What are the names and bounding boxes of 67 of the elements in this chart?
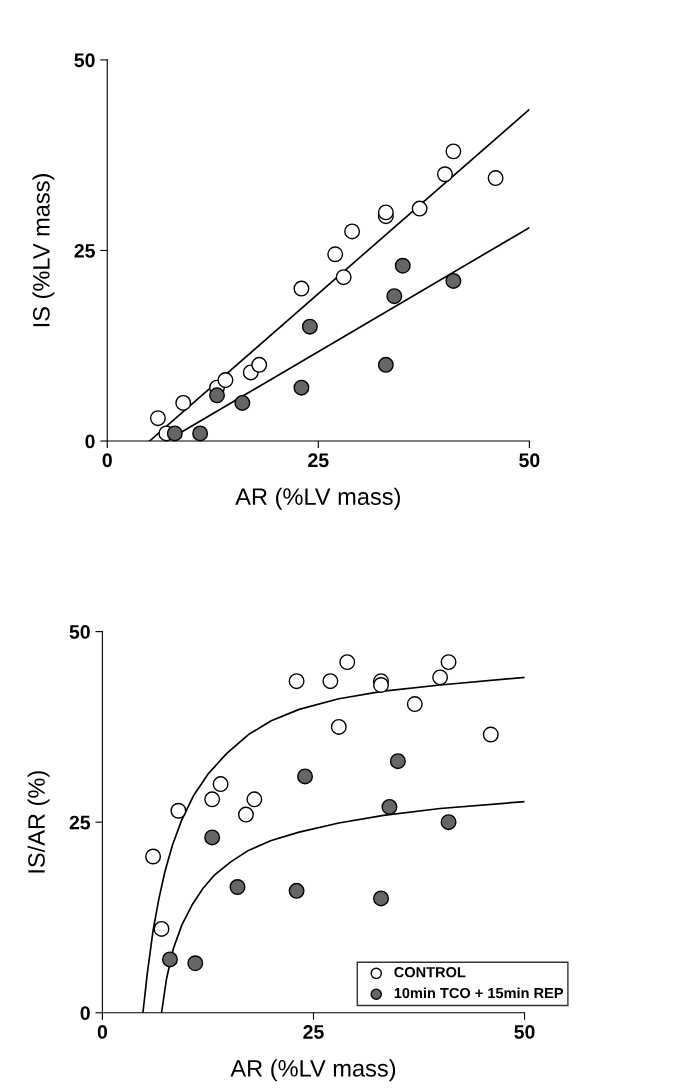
point [373,677,389,693]
y-tick-label: 25 [74,243,95,258]
x-tick-label: 25 [303,1025,324,1039]
point [445,272,462,289]
point [344,223,361,240]
point [293,280,310,297]
point [229,879,246,895]
point [293,379,310,396]
point [204,791,221,808]
point [246,791,263,808]
point [288,673,305,690]
y-axis-title: IS (%LV mass) [32,174,55,327]
y-tick-label: 25 [69,815,91,830]
x-tick-label: 25 [308,453,329,468]
x-tick-label: 50 [519,453,540,468]
point [386,288,403,305]
point [217,372,234,389]
legend-label: 10min TCO + 15min REP [394,987,564,999]
point [327,246,344,263]
point [389,753,406,770]
point [339,654,356,671]
point [153,920,170,937]
point [234,394,251,411]
point [288,882,305,899]
point [149,410,166,427]
point [237,806,254,823]
x-tick-label: 0 [97,1025,108,1039]
point [335,269,352,286]
point [175,394,192,411]
point [209,387,225,404]
point [436,166,453,183]
point [251,356,268,373]
x-tick-label: 0 [102,453,112,468]
point [394,257,411,274]
point [166,425,183,442]
y-axis-title: IS/AR (%) [27,771,50,873]
point [487,170,504,187]
legend-label: CONTROL [394,967,466,978]
point [440,814,457,831]
point [212,776,229,793]
point [373,890,389,907]
point [432,669,449,686]
y-tick-label: 50 [69,625,90,639]
point [170,802,187,819]
y-tick-label: 0 [85,434,95,449]
point [482,726,499,743]
point [192,425,209,442]
point [322,673,339,690]
x-axis-title: AR (%LV mass) [230,1059,396,1082]
x-tick-label: 50 [514,1025,535,1039]
point [411,200,428,217]
point [440,654,457,671]
point [204,829,221,846]
point [381,798,398,815]
point [406,696,423,713]
y-tick-label: 50 [74,53,95,68]
point [301,318,318,335]
point [161,951,178,968]
point [297,768,314,785]
point [330,718,347,735]
y-tick-label: 0 [80,1006,90,1021]
x-axis-title: AR (%LV mass) [235,487,400,510]
point [377,204,394,221]
point [445,143,462,160]
point [145,848,162,865]
point [377,356,394,373]
point [187,955,204,972]
